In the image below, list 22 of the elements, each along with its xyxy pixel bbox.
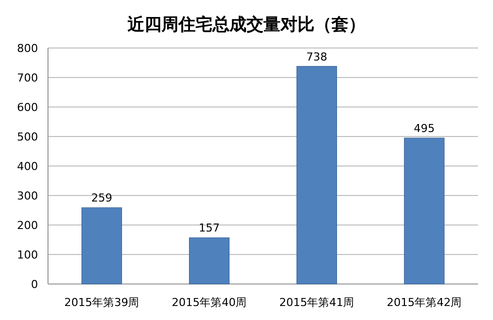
chart-title: 近四周住宅总成交量对比（套） <box>126 15 366 35</box>
data-label: 495 <box>414 122 435 135</box>
y-tick-label: 800 <box>17 42 38 55</box>
x-tick-label: 2015年第41周 <box>279 296 354 309</box>
y-tick-label: 0 <box>31 278 38 291</box>
data-label: 738 <box>306 50 328 64</box>
x-tick-label: 2015年第40周 <box>172 296 247 309</box>
y-tick-label: 400 <box>17 160 38 173</box>
y-tick-label: 700 <box>17 72 38 84</box>
data-label: 259 <box>91 192 112 205</box>
bar <box>296 66 337 284</box>
y-tick-label: 200 <box>17 219 38 232</box>
y-tick-label: 100 <box>17 248 38 262</box>
data-label: 157 <box>198 222 220 235</box>
y-tick-label: 500 <box>17 130 38 144</box>
x-tick-label: 2015年第39周 <box>64 296 140 309</box>
bar <box>189 237 230 284</box>
bar <box>82 207 122 284</box>
x-tick-label: 2015年第42周 <box>386 296 462 309</box>
y-tick-label: 300 <box>17 190 38 202</box>
y-tick-label: 600 <box>17 101 38 114</box>
bar <box>404 138 444 284</box>
